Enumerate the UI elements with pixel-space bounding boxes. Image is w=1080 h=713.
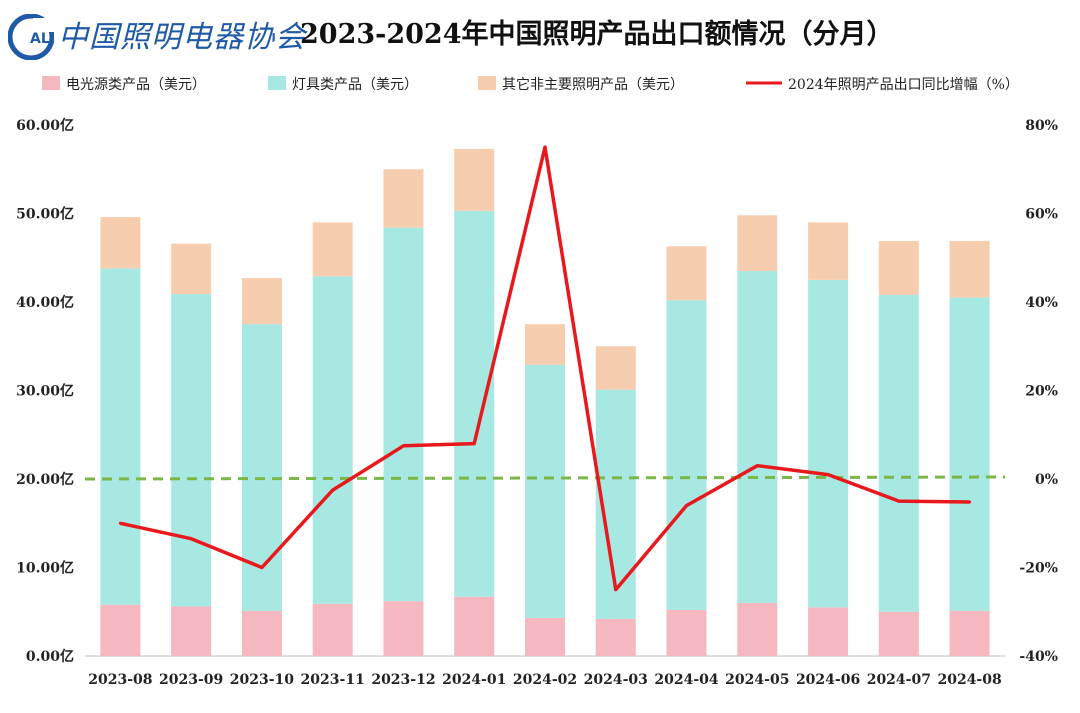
x-tick-label: 2023-09 <box>159 672 223 688</box>
zero-reference-line <box>84 475 1006 481</box>
y-right-tick-label: -40% <box>1019 649 1058 665</box>
y-left-tick-label: 30.00亿 <box>16 383 74 400</box>
y-axis-right: -40% -20% 0% 20% 40% 60% 80% <box>1019 118 1058 665</box>
bar-light_source <box>666 609 707 656</box>
growth-point <box>260 566 264 569</box>
legend-label-fixtures: 灯具类产品（美元） <box>292 77 418 93</box>
bar-other <box>525 324 565 365</box>
logo-abbr: ALI <box>30 31 54 47</box>
bar-light_source <box>808 607 849 656</box>
bar-fixtures <box>312 276 353 604</box>
growth-point <box>897 499 901 503</box>
bar-other <box>949 240 990 298</box>
bar-light_source <box>949 610 990 656</box>
bar-other <box>241 278 282 325</box>
y-axis-left: 0.00亿 10.00亿 20.00亿 30.00亿 40.00亿 50.00亿 60.00… <box>16 117 1005 665</box>
y-left-tick-label: 20.00亿 <box>16 471 74 488</box>
growth-point <box>755 464 759 468</box>
x-axis: 2023-08 2023-09 2023-10 2023-11 2023-12 2024-… <box>88 672 1001 688</box>
growth-point <box>614 588 618 592</box>
y-right-tick-label: 0% <box>1035 472 1058 488</box>
legend-swatch-other <box>478 76 496 90</box>
bar-fixtures <box>666 300 707 610</box>
growth-point <box>118 521 122 525</box>
bar-other <box>595 346 636 390</box>
bar-light_source <box>171 606 212 656</box>
bar-other <box>666 246 707 301</box>
bar-other <box>100 217 141 269</box>
x-tick-label: 2024-02 <box>513 672 577 688</box>
growth-point <box>826 473 830 477</box>
y-right-tick-label: -20% <box>1019 561 1058 577</box>
bar-light_source <box>737 602 778 656</box>
bar-light_source <box>241 610 282 656</box>
bar-other <box>454 148 495 211</box>
bar-fixtures <box>383 227 424 602</box>
bar-other <box>878 240 919 295</box>
y-right-tick-label: 40% <box>1025 295 1058 311</box>
growth-point <box>968 500 972 504</box>
y-right-tick-label: 20% <box>1025 384 1058 400</box>
legend-label-light-source: 电光源类产品（美元） <box>66 77 206 93</box>
bar-fixtures <box>808 279 849 608</box>
x-tick-label: 2023-12 <box>371 672 435 688</box>
bar-other <box>312 222 353 277</box>
bar-light_source <box>100 604 141 656</box>
bar-fixtures <box>454 210 495 597</box>
bar-light_source <box>454 596 495 656</box>
x-tick-label: 2024-04 <box>654 672 719 688</box>
x-tick-label: 2023-11 <box>301 672 365 688</box>
bars <box>100 148 990 656</box>
y-left-tick-label: 0.00亿 <box>26 648 74 665</box>
y-left-tick-label: 40.00亿 <box>16 294 74 311</box>
growth-point <box>331 488 335 492</box>
bar-other <box>737 215 778 272</box>
growth-point <box>189 537 193 541</box>
bar-other <box>171 243 212 295</box>
x-tick-label: 2024-03 <box>584 672 648 688</box>
x-tick-label: 2024-07 <box>867 672 931 688</box>
header: ALI 中国照明电器协会 2023-2024年中国照明产品出口额情况（分月） <box>0 0 1080 64</box>
x-tick-label: 2023-10 <box>230 672 295 688</box>
y-left-tick-label: 50.00亿 <box>16 206 74 223</box>
bar-fixtures <box>737 271 778 603</box>
logo-text: 中国照明电器协会 <box>58 20 306 55</box>
bar-light_source <box>595 618 636 656</box>
bar-other <box>383 169 424 228</box>
bar-fixtures <box>171 294 212 607</box>
growth-point <box>472 442 476 446</box>
bar-light_source <box>525 617 565 656</box>
legend-label-growth: 2024年照明产品出口同比增幅（%） <box>788 77 1019 93</box>
bar-fixtures <box>100 268 141 605</box>
bar-light_source <box>312 603 353 656</box>
x-tick-label: 2024-08 <box>937 672 1001 688</box>
legend-swatch-light-source <box>42 76 60 90</box>
y-right-tick-label: 60% <box>1025 207 1058 223</box>
legend-label-other: 其它非主要照明产品（美元） <box>502 76 684 93</box>
legend-swatch-fixtures <box>268 76 286 90</box>
growth-point <box>685 504 689 508</box>
bar-other <box>808 222 849 280</box>
y-left-tick-label: 10.00亿 <box>16 560 74 577</box>
x-tick-label: 2024-01 <box>442 672 506 688</box>
growth-point <box>543 145 547 149</box>
bar-fixtures <box>949 297 990 611</box>
y-right-tick-label: 80% <box>1025 118 1058 134</box>
cali-logo-icon: ALI <box>8 14 54 60</box>
bar-fixtures <box>878 294 919 612</box>
zero-line <box>84 475 1006 481</box>
x-tick-label: 2023-08 <box>88 672 152 688</box>
bar-light_source <box>878 611 919 656</box>
x-tick-label: 2024-05 <box>725 672 789 688</box>
growth-point <box>401 444 405 448</box>
x-tick-label: 2024-06 <box>796 672 860 688</box>
y-left-tick-label: 60.00亿 <box>16 117 74 134</box>
chart-title: 2023-2024年中国照明产品出口额情况（分月） <box>300 19 894 50</box>
bar-fixtures <box>525 364 565 618</box>
legend: 电光源类产品（美元） 灯具类产品（美元） 其它非主要照明产品（美元） 2024年… <box>42 76 1019 93</box>
bar-light_source <box>383 601 424 656</box>
growth-line <box>118 145 972 592</box>
